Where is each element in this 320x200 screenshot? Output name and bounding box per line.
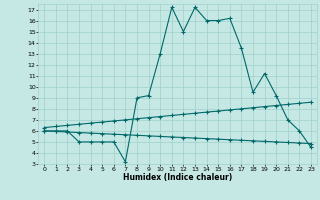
X-axis label: Humidex (Indice chaleur): Humidex (Indice chaleur) bbox=[123, 173, 232, 182]
